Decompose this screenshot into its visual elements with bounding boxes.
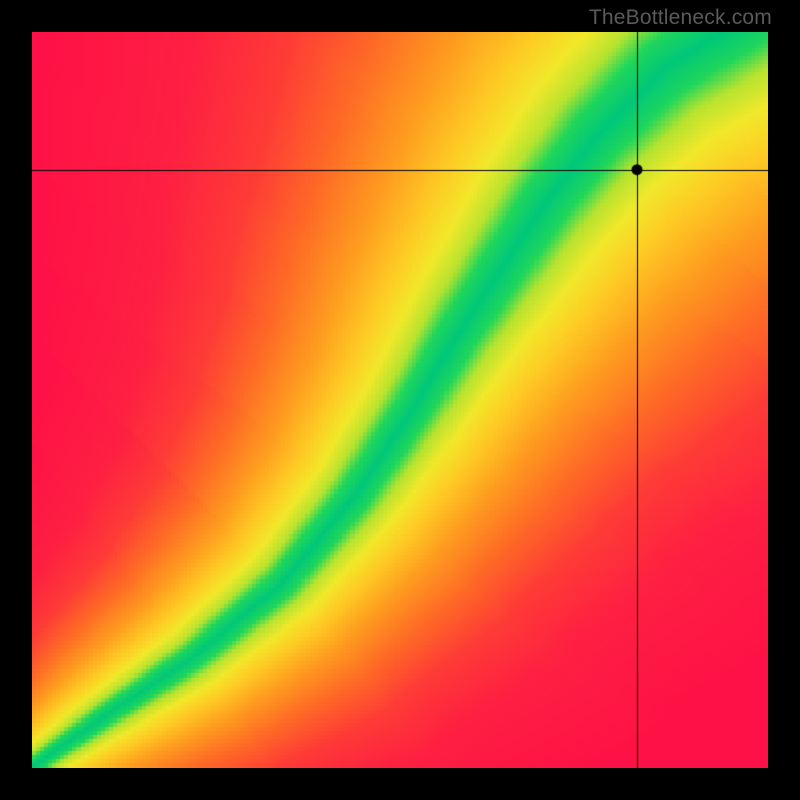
bottleneck-heatmap (32, 32, 768, 768)
watermark-text: TheBottleneck.com (589, 6, 772, 30)
